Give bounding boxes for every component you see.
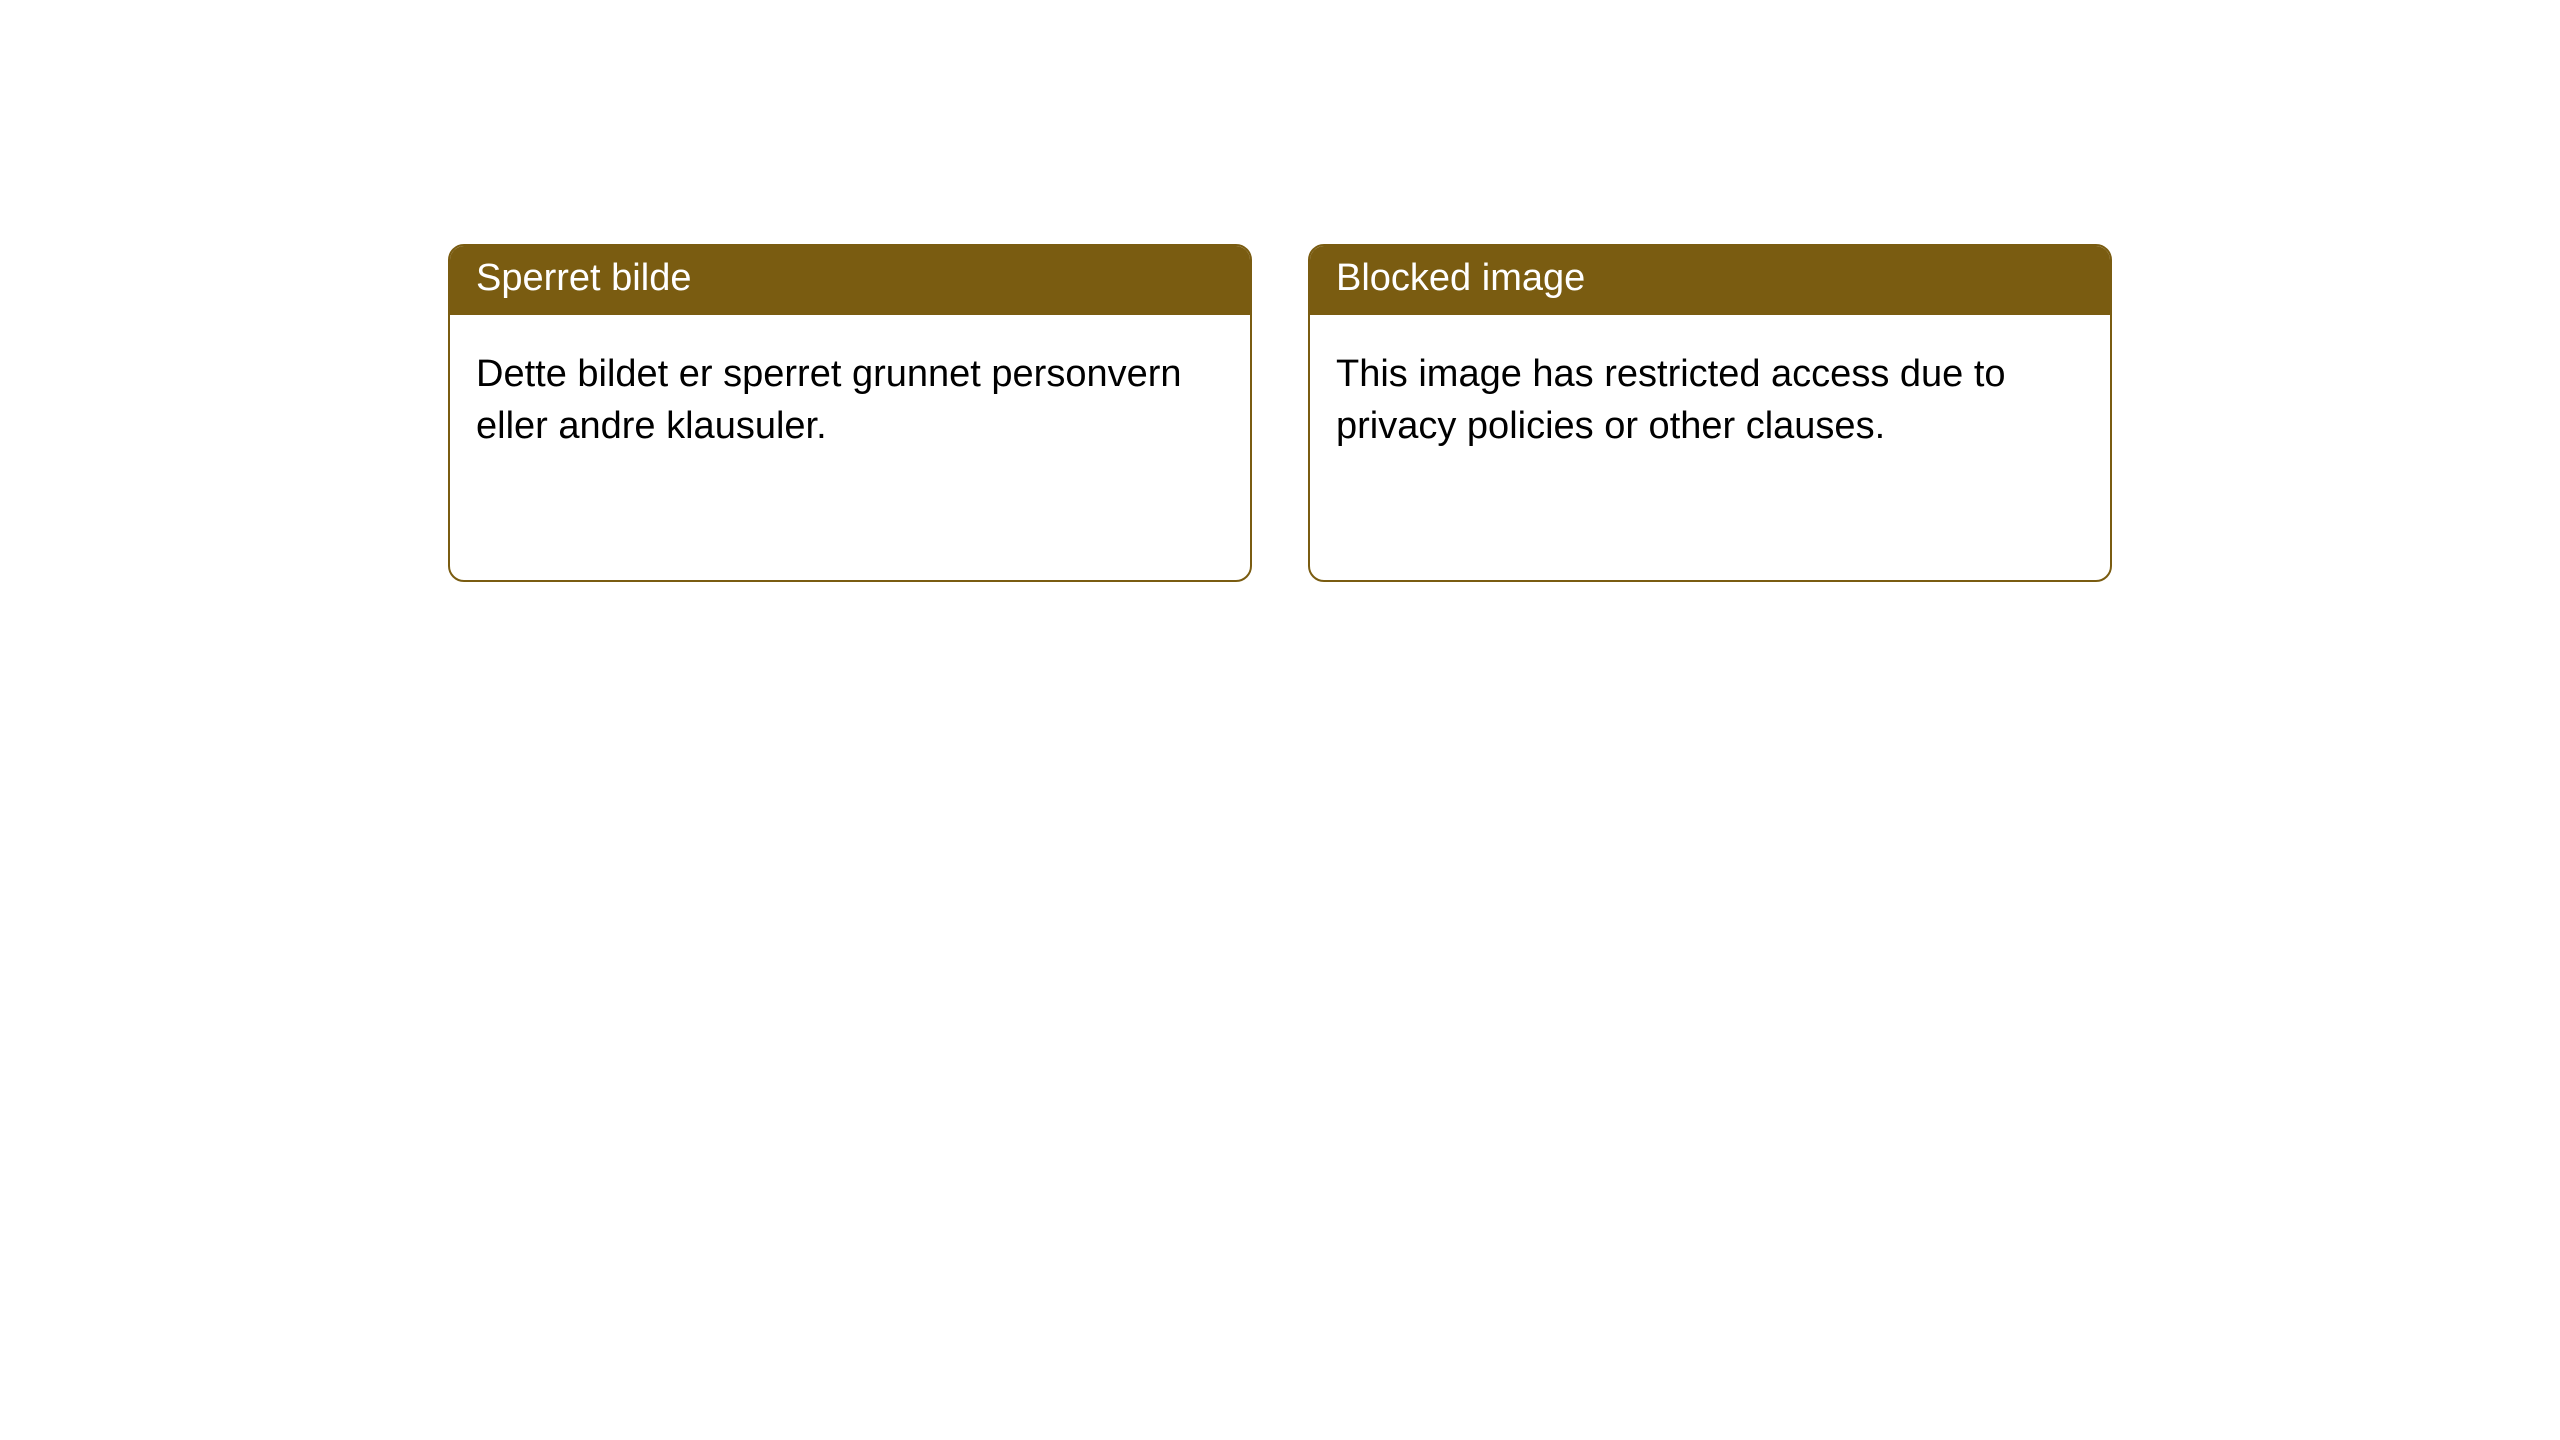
blocked-image-card-no: Sperret bilde Dette bildet er sperret gr…: [448, 244, 1252, 582]
card-body-text: This image has restricted access due to …: [1336, 353, 2006, 446]
card-title: Sperret bilde: [476, 257, 691, 299]
card-body-text: Dette bildet er sperret grunnet personve…: [476, 353, 1182, 446]
blocked-image-card-en: Blocked image This image has restricted …: [1308, 244, 2112, 582]
card-header: Blocked image: [1310, 246, 2110, 315]
card-body: Dette bildet er sperret grunnet personve…: [450, 315, 1250, 486]
card-title: Blocked image: [1336, 257, 1585, 299]
card-header: Sperret bilde: [450, 246, 1250, 315]
card-body: This image has restricted access due to …: [1310, 315, 2110, 486]
notice-cards-container: Sperret bilde Dette bildet er sperret gr…: [0, 0, 2560, 582]
